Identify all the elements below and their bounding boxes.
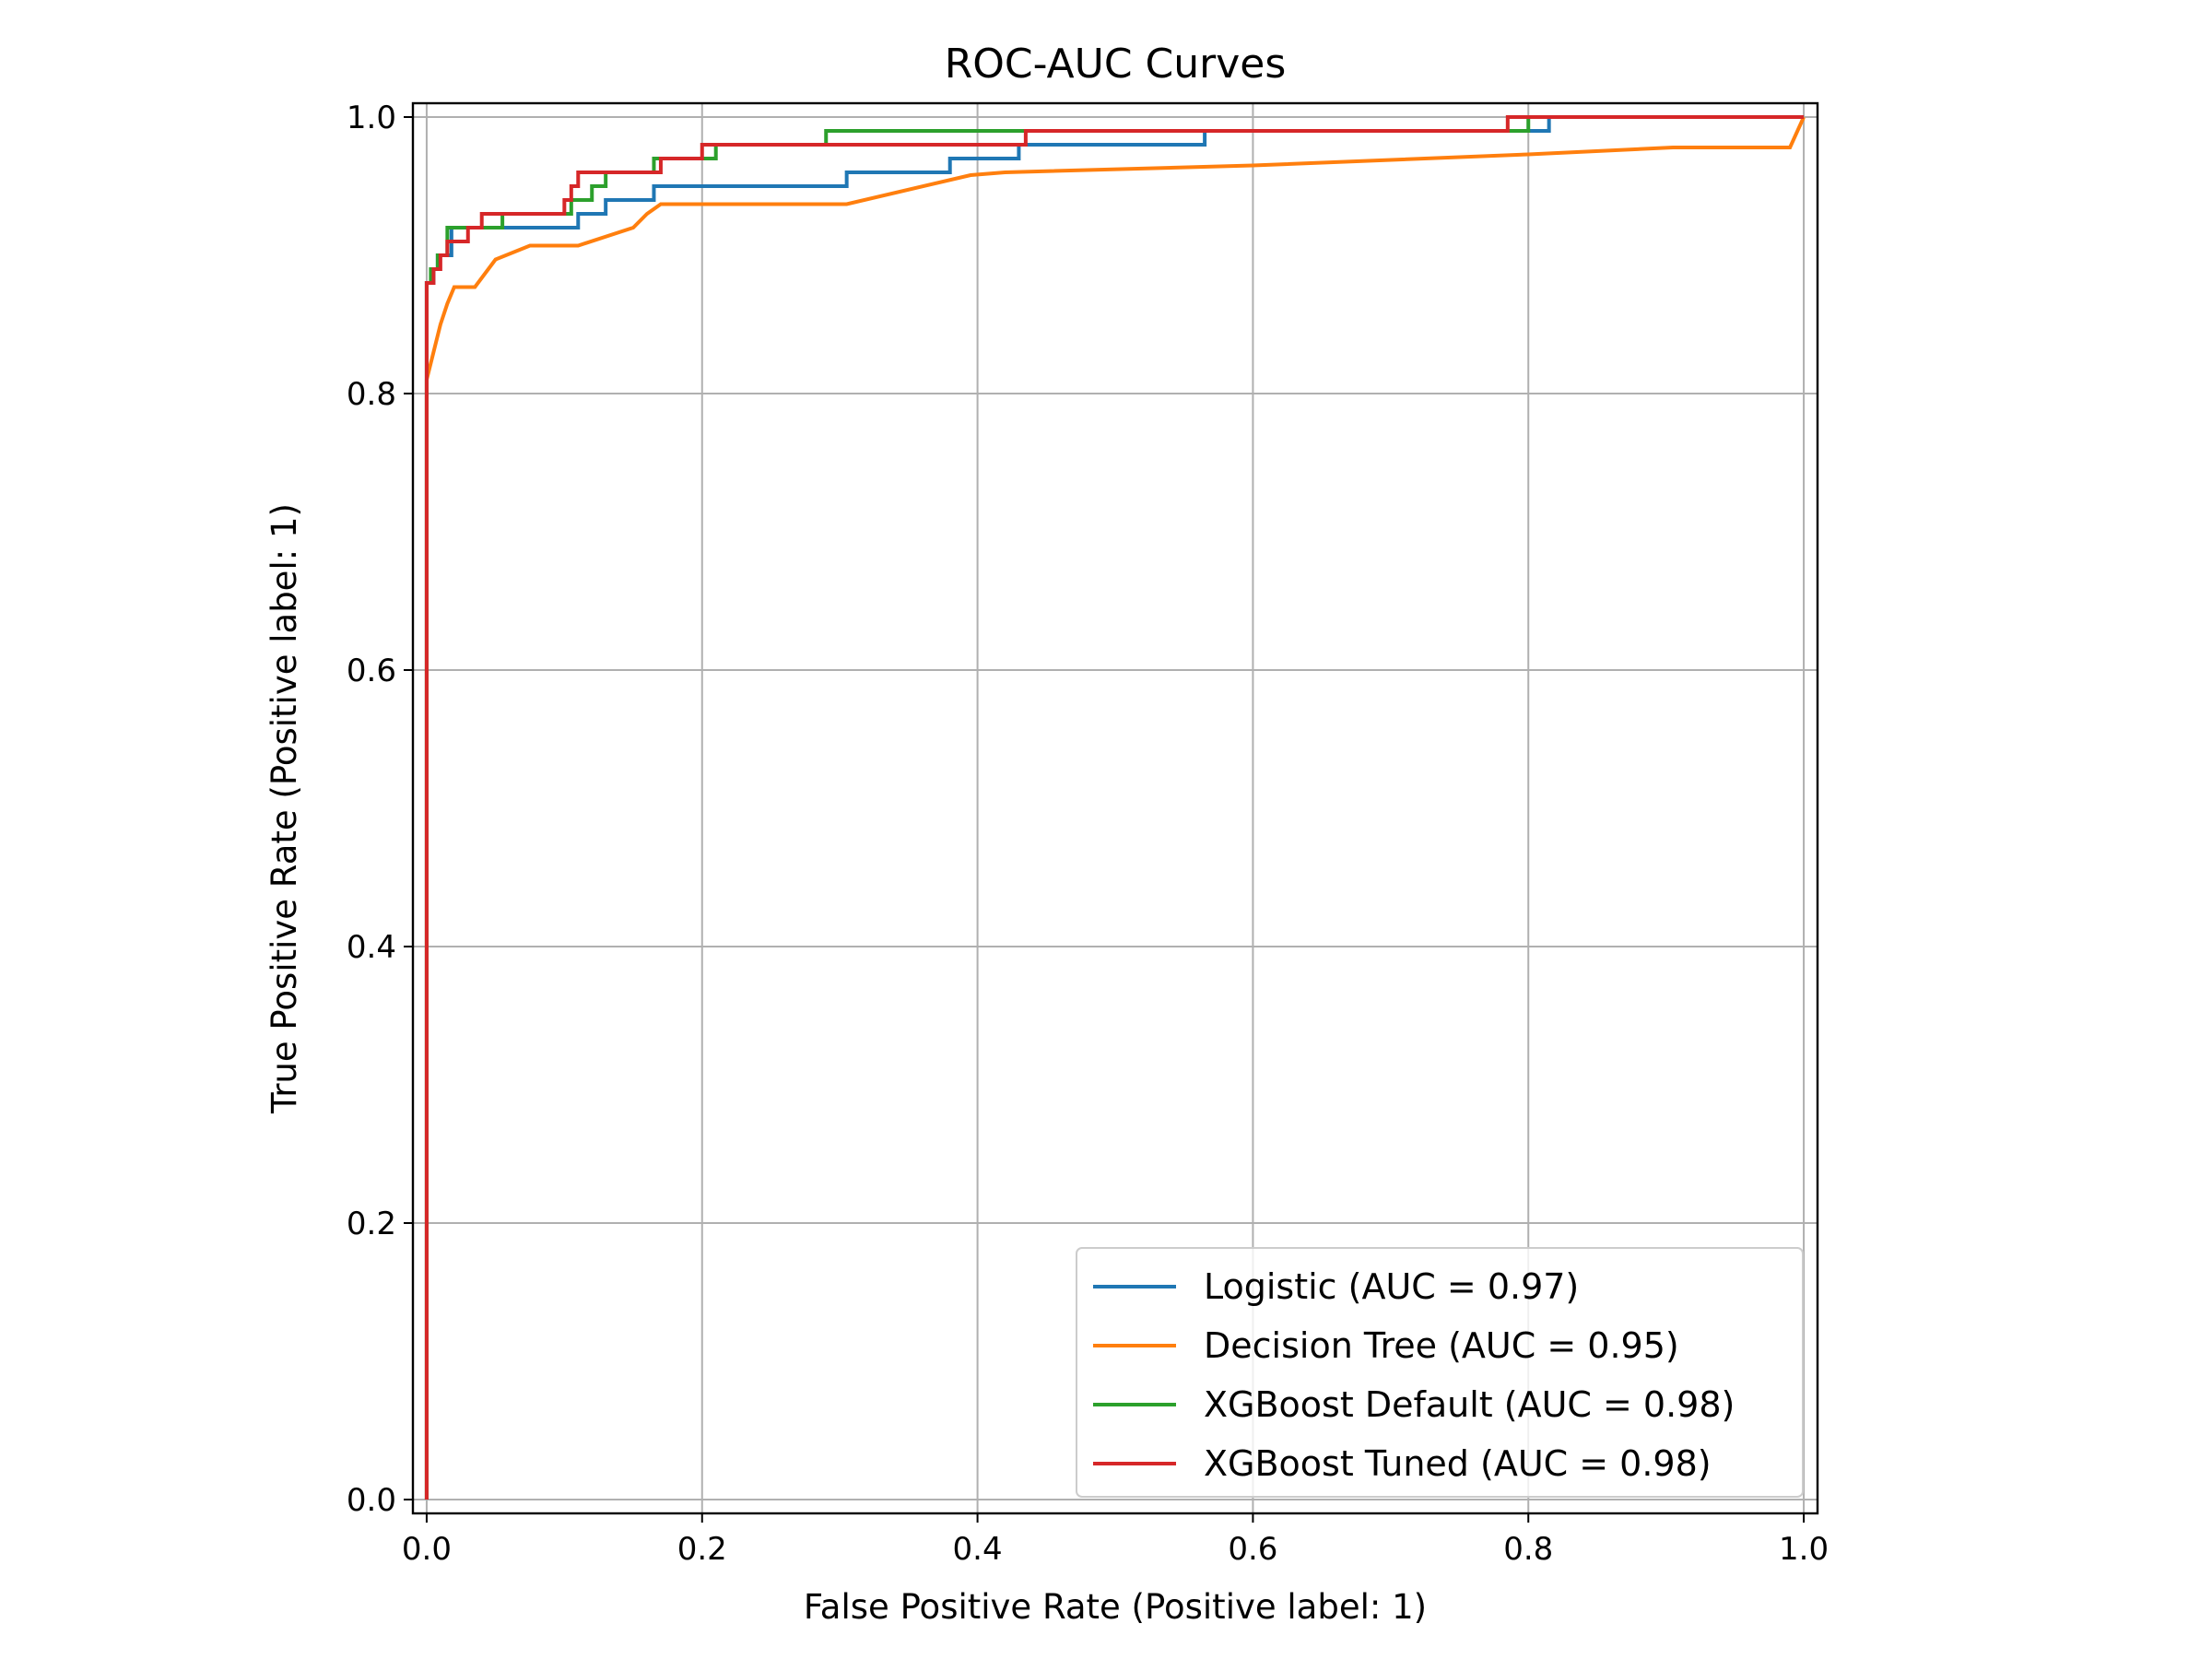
- legend-label-3: XGBoost Default (AUC = 0.98): [1204, 1384, 1735, 1425]
- y-tick-label: 1.0: [347, 100, 396, 136]
- x-tick-label: 0.4: [953, 1531, 1003, 1568]
- grid: [413, 103, 1818, 1513]
- x-tick-label: 0.0: [402, 1531, 452, 1568]
- plot-frame: [411, 101, 1819, 1515]
- legend-label-1: Logistic (AUC = 0.97): [1204, 1266, 1579, 1307]
- legend: Logistic (AUC = 0.97) Decision Tree (AUC …: [1076, 1247, 1804, 1498]
- y-tick-label: 0.0: [347, 1482, 396, 1519]
- legend-entries: Logistic (AUC = 0.97) Decision Tree (AUC …: [1093, 1266, 1735, 1484]
- legend-box: [1076, 1247, 1804, 1498]
- x-tick-label: 0.6: [1228, 1531, 1277, 1568]
- x-axis-ticks: 0.0 0.2 0.4 0.6 0.8 1.0: [402, 1513, 1829, 1568]
- legend-label-4: XGBoost Tuned (AUC = 0.98): [1204, 1443, 1712, 1484]
- y-tick-label: 0.2: [347, 1206, 396, 1242]
- series-lines: [424, 115, 1806, 1500]
- x-axis-label: False Positive Rate (Positive label: 1): [804, 1587, 1427, 1627]
- x-tick-label: 1.0: [1779, 1531, 1829, 1568]
- chart-title: ROC-AUC Curves: [945, 41, 1287, 88]
- x-tick-label: 0.8: [1503, 1531, 1553, 1568]
- y-tick-label: 0.4: [347, 929, 396, 966]
- x-tick-label: 0.2: [677, 1531, 727, 1568]
- y-axis-ticks: 0.0 0.2 0.4 0.6 0.8 1.0: [347, 100, 413, 1519]
- y-tick-label: 0.6: [347, 653, 396, 689]
- series-line-4: [424, 115, 1805, 1500]
- y-tick-label: 0.8: [347, 376, 396, 413]
- series-line-2: [424, 116, 1806, 1500]
- legend-label-2: Decision Tree (AUC = 0.95): [1204, 1325, 1679, 1366]
- y-axis-label: True Positive Rate (Positive label: 1): [265, 503, 304, 1114]
